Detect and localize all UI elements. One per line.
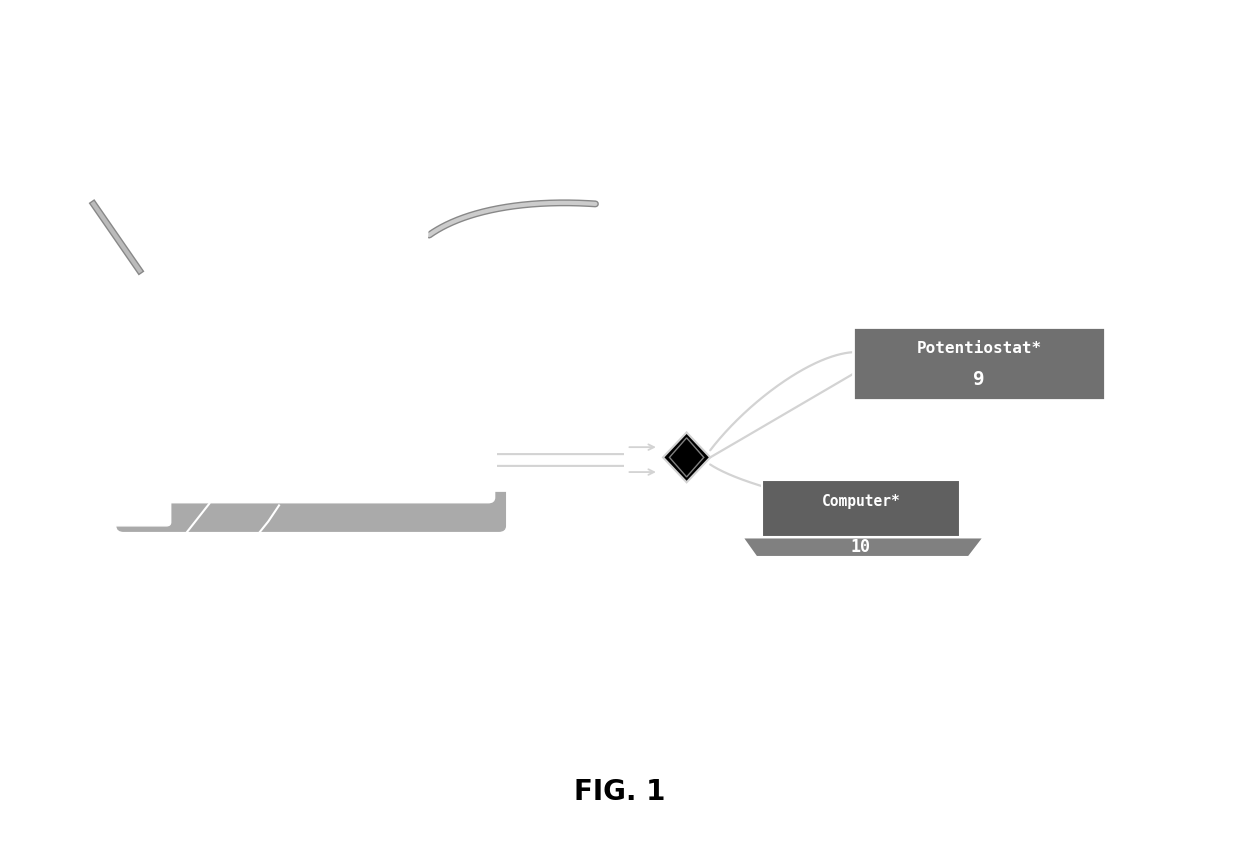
Text: 8: 8 (632, 235, 645, 255)
Text: 7: 7 (660, 227, 671, 246)
Polygon shape (663, 433, 711, 482)
Text: 1 cm: 1 cm (512, 623, 556, 641)
Text: Computer*: Computer* (822, 494, 900, 509)
Polygon shape (670, 438, 704, 477)
FancyBboxPatch shape (117, 436, 506, 531)
Text: 4: 4 (241, 540, 253, 559)
Text: 5: 5 (600, 231, 613, 250)
FancyBboxPatch shape (103, 393, 171, 526)
FancyBboxPatch shape (123, 417, 495, 503)
Text: 1: 1 (429, 203, 440, 222)
Text: 6: 6 (563, 240, 574, 259)
Text: Potentiostat*: Potentiostat* (916, 341, 1042, 356)
FancyBboxPatch shape (474, 428, 538, 491)
Text: 2: 2 (268, 203, 279, 222)
FancyBboxPatch shape (761, 479, 960, 538)
FancyBboxPatch shape (853, 327, 1105, 400)
Polygon shape (743, 538, 983, 557)
Text: * not to scale: * not to scale (950, 579, 1068, 594)
Text: 9: 9 (973, 369, 985, 389)
Text: FIG. 1: FIG. 1 (574, 778, 666, 806)
Text: 10: 10 (851, 538, 870, 556)
Text: 3: 3 (162, 547, 175, 567)
FancyBboxPatch shape (425, 374, 464, 429)
